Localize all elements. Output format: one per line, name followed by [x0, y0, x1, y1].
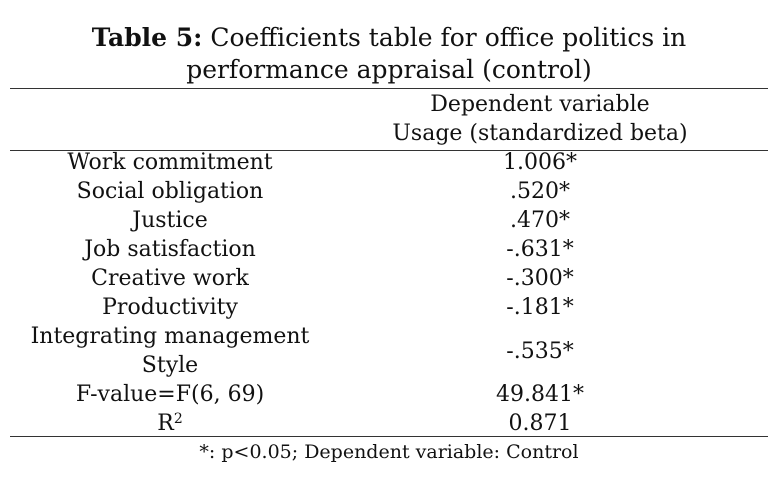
row-label-r-squared: R2 [20, 409, 320, 438]
row-label-creative-work: Creative work [91, 266, 249, 291]
row-value-creative-work: -.300* [506, 266, 574, 291]
caption-label: Table 5: [91, 23, 203, 52]
row-label-work-commitment: Work commitment [67, 150, 273, 175]
table-footnote: *: p<0.05; Dependent variable: Control [199, 441, 579, 463]
row-label-integrating-management-line-1: Integrating management [30, 324, 310, 349]
row-label-f-value: F-value=F(6, 69) [75, 382, 265, 407]
row-label-job-satisfaction: Job satisfaction [84, 237, 256, 262]
r-squared-superscript: 2 [173, 411, 183, 427]
column-header-line-1: Dependent variable [430, 92, 650, 117]
row-value-r-squared: 0.871 [508, 411, 572, 436]
row-label-justice: Justice [132, 208, 208, 233]
row-value-work-commitment: 1.006* [503, 150, 577, 175]
table-caption: Table 5: Coefficients table for office p… [0, 22, 778, 86]
row-value-justice: .470* [510, 208, 570, 233]
header-rule [10, 150, 768, 151]
row-label-social-obligation: Social obligation [76, 179, 264, 204]
row-value-social-obligation: .520* [510, 179, 570, 204]
row-value-integrating-management: -.535* [506, 339, 574, 364]
caption-title-part-1: Coefficients table for office politics i… [210, 23, 687, 52]
table-top-rule [10, 88, 768, 89]
caption-line-1: Table 5: Coefficients table for office p… [0, 22, 778, 54]
column-header-line-2: Usage (standardized beta) [392, 121, 688, 146]
row-label-integrating-management-line-2: Style [141, 353, 199, 378]
row-value-productivity: -.181* [506, 295, 574, 320]
r-squared-base: R [157, 411, 174, 436]
row-value-f-value: 49.841* [496, 382, 584, 407]
row-value-job-satisfaction: -.631* [506, 237, 574, 262]
caption-title-part-2: performance appraisal (control) [186, 55, 592, 84]
table-bottom-rule [10, 436, 768, 437]
row-label-productivity: Productivity [102, 295, 238, 320]
